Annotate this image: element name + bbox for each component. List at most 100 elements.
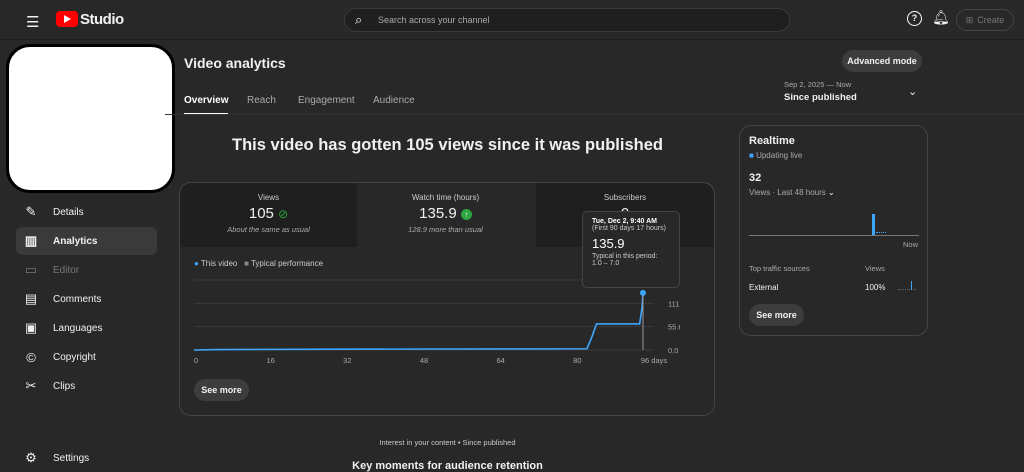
check-circle-icon: ⊘ xyxy=(278,207,289,221)
traffic-sources-header: Top traffic sources xyxy=(749,264,810,273)
create-label: Create xyxy=(977,15,1005,25)
arrow-up-icon: ↑ xyxy=(460,208,472,220)
realtime-status: ■ Updating live xyxy=(749,151,802,160)
x-tick-label: 16 xyxy=(266,356,274,365)
views-header: Views xyxy=(865,264,885,273)
chart-tooltip: Tue, Dec 2, 9:40 AM (First 90 days 17 ho… xyxy=(582,211,680,288)
divider xyxy=(165,114,1024,115)
x-tick-label: 48 xyxy=(420,356,428,365)
realtime-status-text: Updating live xyxy=(756,151,803,160)
x-tick-label: 64 xyxy=(496,356,504,365)
sidebar-item-copyright[interactable]: © Copyright xyxy=(16,343,157,371)
metric-views[interactable]: Views 105 ⊘ About the same as usual xyxy=(180,183,357,247)
bell-icon[interactable]: 🔔︎ xyxy=(932,9,950,25)
chart-legend: ● This video ■ Typical performance xyxy=(194,259,323,268)
x-tick-label: 0 xyxy=(194,356,198,365)
tab-audience[interactable]: Audience xyxy=(373,95,415,106)
sidebar-item-languages[interactable]: ▣ Languages xyxy=(16,314,157,342)
chevron-down-icon: ⌄ xyxy=(908,86,918,98)
x-tick-label: 80 xyxy=(573,356,581,365)
realtime-count: 32 xyxy=(749,172,762,184)
sidebar-item-comments[interactable]: ▤ Comments xyxy=(16,285,157,313)
studio-logo[interactable]: Studio xyxy=(80,11,124,28)
metric-label: Views xyxy=(257,193,280,202)
search-icon: ⌕ xyxy=(355,12,363,27)
x-tick-label: 32 xyxy=(343,356,351,365)
y-tick-label: 0.0 xyxy=(668,346,678,355)
legend-this-video: This video xyxy=(200,259,238,268)
legend-typical: Typical performance xyxy=(250,259,324,268)
headline: This video has gotten 105 views since it… xyxy=(232,136,663,154)
metric-value: 135.9 xyxy=(419,205,457,222)
period: Since published xyxy=(784,92,857,103)
sidebar-item-label: Editor xyxy=(53,264,80,276)
bar-chart-icon: ▥ xyxy=(24,233,38,248)
sidebar-item-editor: ▭ Editor xyxy=(16,256,157,284)
metric-value: 105 xyxy=(248,205,274,222)
section-caption: Interest in your content • Since publish… xyxy=(379,438,516,447)
tab-overview[interactable]: Overview xyxy=(184,95,229,115)
tooltip-typical-range: 1.0 – 7.0 xyxy=(592,260,620,267)
series-line-this-video xyxy=(193,292,644,351)
live-dot-icon: ■ xyxy=(749,151,754,160)
comment-icon: ▤ xyxy=(24,291,38,306)
video-thumbnail[interactable] xyxy=(6,44,175,193)
film-icon: ▭ xyxy=(24,262,38,277)
sidebar-item-label: Languages xyxy=(53,322,103,334)
metric-watch-time[interactable]: Watch time (hours) 135.9 ↑ 128.9 more than… xyxy=(357,183,534,247)
sidebar-item-label: Clips xyxy=(53,380,76,392)
sidebar-item-analytics[interactable]: ▥ Analytics xyxy=(16,227,157,255)
legend-dot-icon: ■ xyxy=(244,259,249,268)
metric-label: Watch time (hours) xyxy=(411,193,480,202)
date-range-selector[interactable]: Sep 2, 2025 — Now Since published ⌄ xyxy=(784,80,924,108)
section-title: Key moments for audience retention xyxy=(352,460,543,472)
scissors-icon: ✂ xyxy=(25,378,37,393)
sparkline xyxy=(898,289,916,290)
realtime-title: Realtime xyxy=(749,135,795,147)
create-video-icon: ⊞ xyxy=(965,14,974,25)
sparkline-bar xyxy=(911,281,912,290)
traffic-source-pct: 100% xyxy=(865,283,886,292)
sidebar-item-settings[interactable]: ⚙ Settings xyxy=(16,444,157,472)
watch-time-chart[interactable]: 0.055.6111.1166.70163248648096 days xyxy=(180,270,680,370)
tooltip-date: Tue, Dec 2, 9:40 AM xyxy=(592,218,657,225)
realtime-card: Realtime ■ Updating live 32 Views · Last… xyxy=(739,125,928,336)
advanced-mode-button[interactable]: Advanced mode xyxy=(842,50,922,72)
menu-icon[interactable]: ☰ xyxy=(26,14,40,31)
metric-note: About the same as usual xyxy=(227,225,310,234)
search-placeholder: Search across your channel xyxy=(378,15,490,25)
tooltip-value: 135.9 xyxy=(592,236,625,251)
sidebar-item-label: Settings xyxy=(53,452,90,464)
sidebar-item-label: Details xyxy=(53,206,84,218)
date-range: Sep 2, 2025 — Now xyxy=(784,80,852,89)
metric-note: 128.9 more than usual xyxy=(408,225,483,234)
realtime-caption: Views · Last 48 hours xyxy=(749,188,826,197)
tooltip-period: (First 90 days 17 hours) xyxy=(592,225,666,232)
tooltip-typical-label: Typical in this period: xyxy=(592,253,658,260)
sidebar-item-label: Analytics xyxy=(53,235,98,247)
tab-engagement[interactable]: Engagement xyxy=(298,95,355,106)
chevron-down-icon: ⌄ xyxy=(828,188,835,197)
create-button[interactable]: ⊞ Create xyxy=(956,9,1014,31)
y-tick-label: 55.6 xyxy=(668,323,680,332)
copyright-icon: © xyxy=(26,349,36,365)
realtime-see-more-button[interactable]: See more xyxy=(749,304,804,326)
search-input[interactable]: ⌕ Search across your channel xyxy=(344,8,790,32)
pencil-icon: ✎ xyxy=(25,204,37,219)
sidebar-item-details[interactable]: ✎ Details xyxy=(16,198,157,226)
traffic-source-name: External xyxy=(749,283,779,292)
page-title: Video analytics xyxy=(184,55,286,71)
legend-dot-icon: ● xyxy=(194,259,199,268)
realtime-now: Now xyxy=(903,240,919,249)
gear-icon: ⚙ xyxy=(25,450,37,465)
help-icon[interactable]: ? xyxy=(907,11,922,26)
metric-label: Subscribers xyxy=(603,193,647,202)
realtime-period-selector[interactable]: Views · Last 48 hours ⌄ xyxy=(749,188,835,197)
y-tick-label: 111.1 xyxy=(668,299,680,308)
see-more-button[interactable]: See more xyxy=(194,379,249,401)
hover-point xyxy=(639,289,646,296)
sidebar-item-clips[interactable]: ✂ Clips xyxy=(16,372,157,400)
x-tick-label: 96 days xyxy=(641,356,668,365)
top-bar: ☰ Studio ⌕ Search across your channel ? … xyxy=(0,0,1024,40)
tab-reach[interactable]: Reach xyxy=(247,95,276,106)
